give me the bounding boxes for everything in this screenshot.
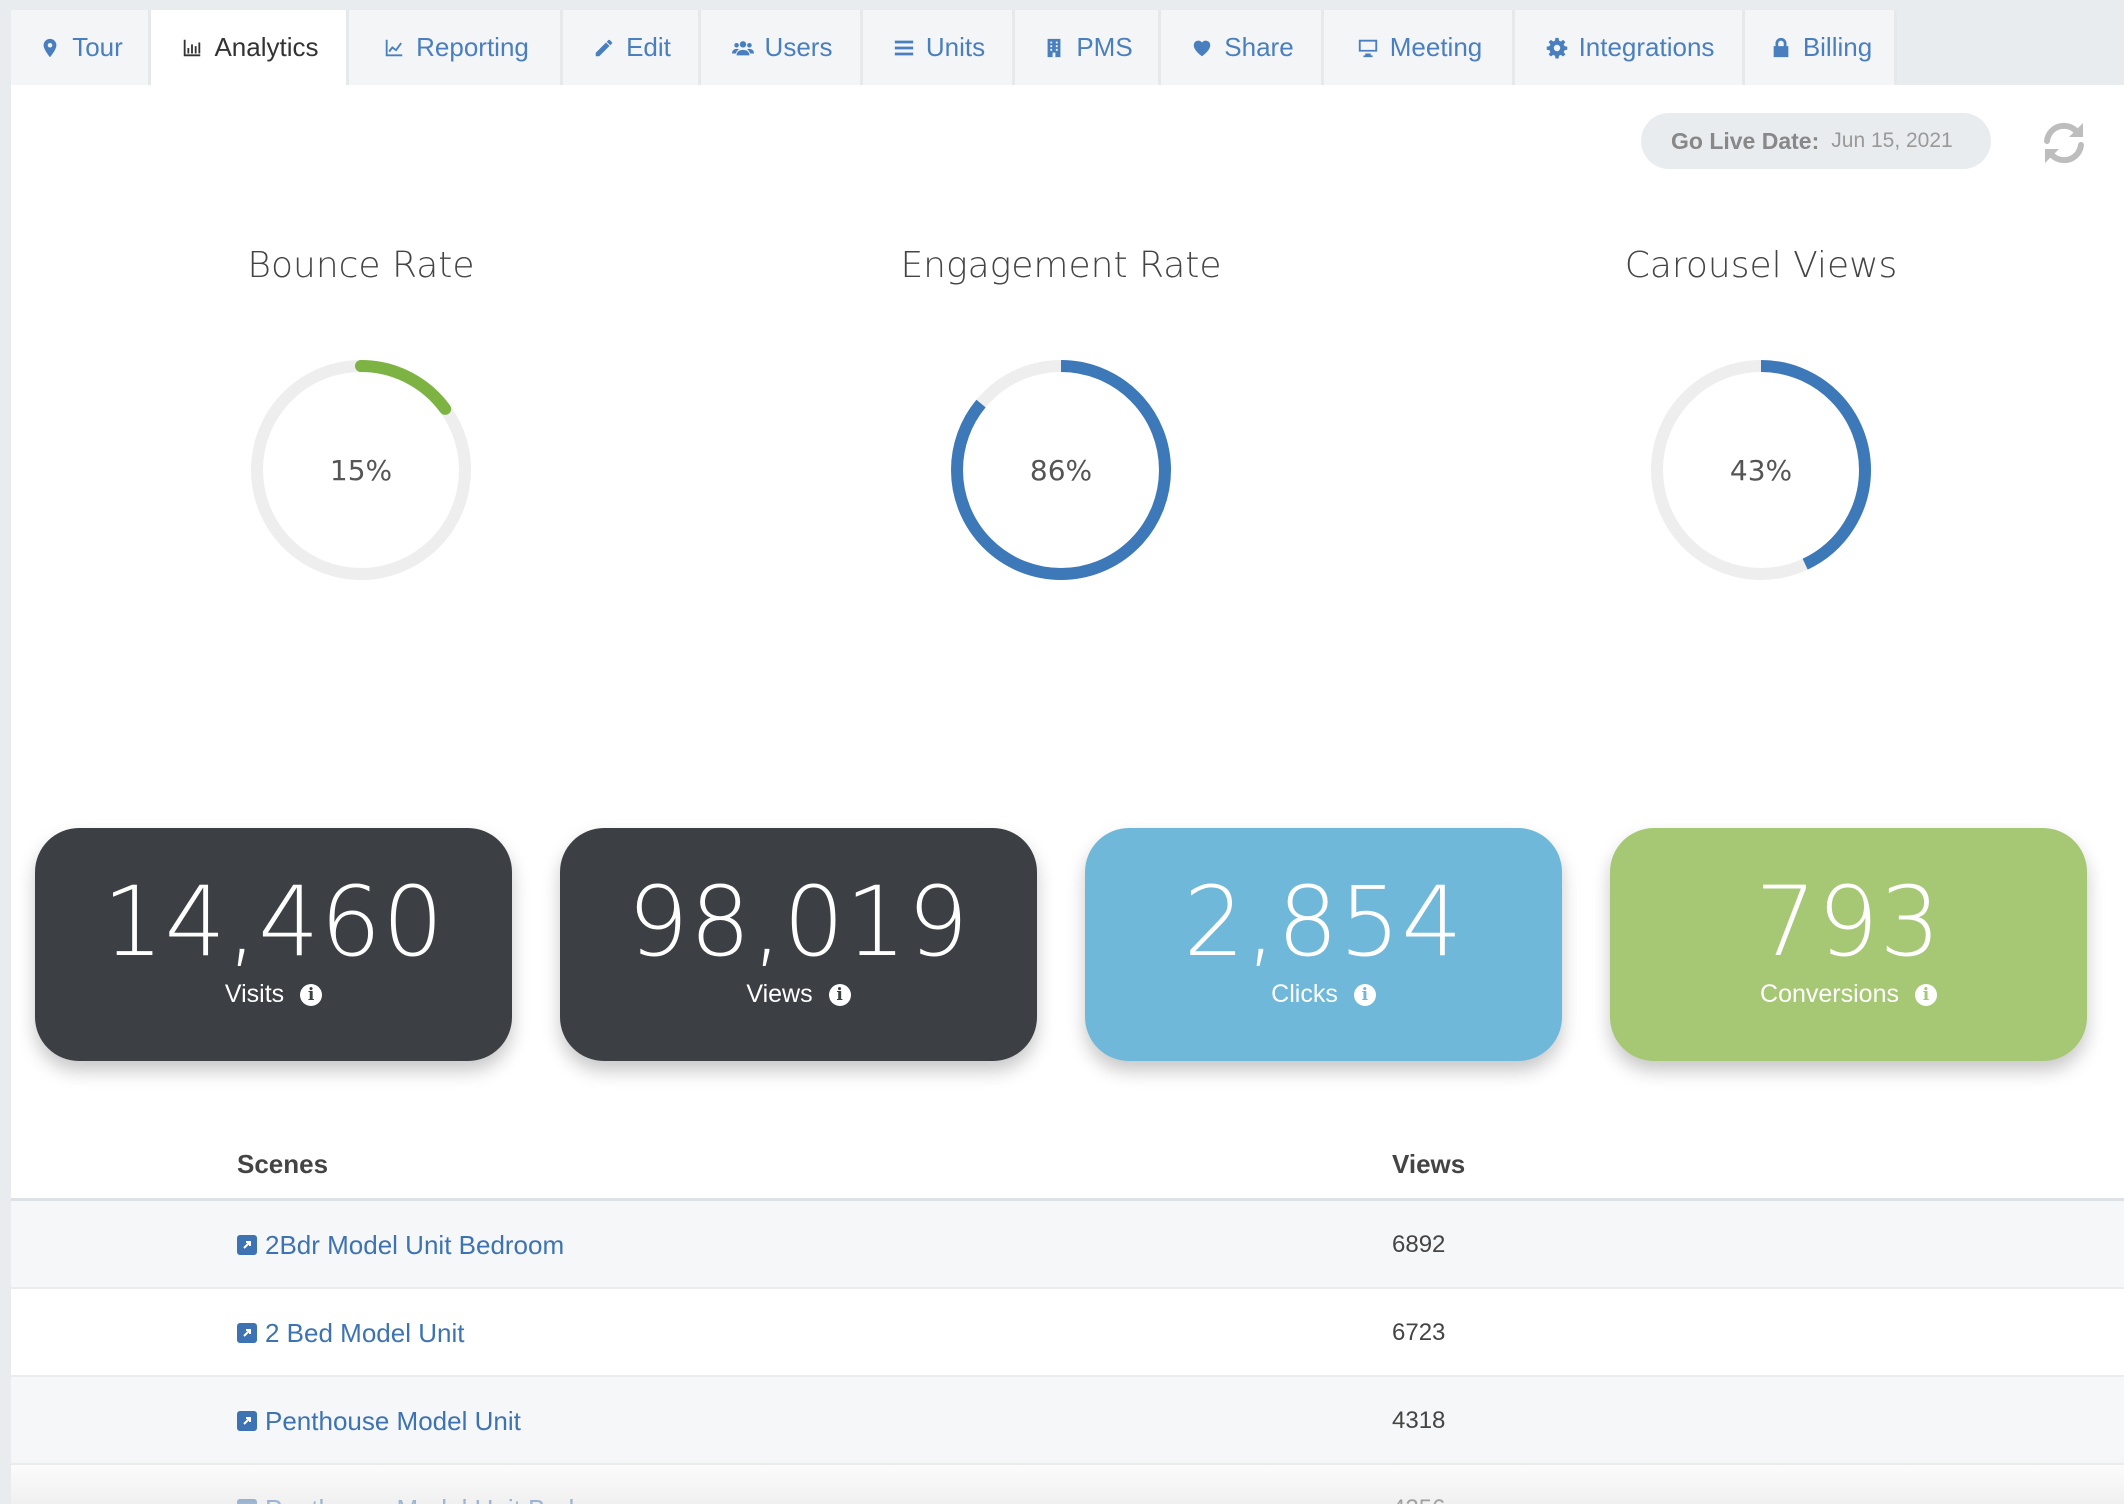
tab-label: Integrations — [1578, 32, 1715, 62]
gauge-percent: 86% — [1029, 453, 1093, 487]
scene-name: Penthouse Model Unit — [265, 1405, 521, 1436]
tab-meeting[interactable]: Meeting — [1324, 10, 1515, 85]
column-header-scenes: Scenes — [237, 1149, 329, 1179]
stat-label: Views — [746, 980, 813, 1008]
stat-label: Visits — [224, 980, 285, 1008]
scene-link[interactable]: 2 Bed Model Unit — [237, 1289, 464, 1377]
tab-analytics[interactable]: Analytics — [151, 10, 349, 85]
external-link-icon — [237, 1235, 257, 1255]
gauge-arc — [951, 360, 1171, 580]
tab-label: Analytics — [214, 32, 319, 62]
scene-name: Penthouse Model Unit Bedroom — [265, 1494, 634, 1504]
info-icon[interactable]: i — [828, 983, 851, 1006]
scene-link[interactable]: Penthouse Model Unit — [237, 1377, 521, 1465]
external-link-icon — [237, 1499, 257, 1504]
tab-label: Meeting — [1389, 32, 1483, 62]
external-link-icon — [237, 1411, 257, 1431]
scene-link[interactable]: Penthouse Model Unit Bedroom — [237, 1465, 634, 1504]
pencil-icon — [590, 34, 618, 62]
gauge-title: Bounce Rate — [247, 245, 475, 286]
gauge-arc — [1651, 360, 1871, 580]
tab-reporting[interactable]: Reporting — [349, 10, 563, 85]
lock-icon — [1767, 34, 1795, 62]
scene-link[interactable]: 2Bdr Model Unit Bedroom — [237, 1201, 564, 1289]
tab-share[interactable]: Share — [1161, 10, 1324, 85]
go-live-value: Jun 15, 2021 — [1831, 129, 1953, 152]
scene-views: 6892 — [1392, 1231, 1446, 1258]
stat-caption: Visits i — [35, 980, 512, 1009]
stat-caption: Views i — [560, 980, 1037, 1009]
gauge-ring — [951, 360, 1171, 580]
gear-icon — [1543, 34, 1571, 62]
gauge-percent: 15% — [329, 453, 393, 487]
tab-units[interactable]: Units — [863, 10, 1015, 85]
gauge-bounce-rate: Bounce Rate 15% — [11, 245, 711, 705]
bar-chart-icon — [178, 34, 206, 62]
monitor-icon — [1354, 34, 1382, 62]
scenes-table-header: Scenes Views — [11, 1109, 2124, 1201]
stat-caption: Conversions i — [1610, 980, 2087, 1009]
stat-label: Conversions — [1760, 980, 1899, 1008]
gauge-title: Engagement Rate — [900, 245, 1222, 286]
users-icon — [729, 34, 757, 62]
scene-views: 4256 — [1392, 1465, 1445, 1504]
table-row: 2Bdr Model Unit Bedroom 6892 — [11, 1201, 2124, 1289]
stat-value: 793 — [1755, 866, 1942, 978]
tab-billing[interactable]: Billing — [1745, 10, 1897, 85]
stat-label: Clicks — [1271, 980, 1338, 1008]
column-header-views: Views — [1392, 1149, 1466, 1179]
go-live-date: Go Live Date: Jun 15, 2021 — [1641, 113, 1991, 169]
tab-edit[interactable]: Edit — [563, 10, 701, 85]
stat-value: 14,460 — [102, 866, 445, 978]
stat-card-visits: 14,460 Visits i — [35, 828, 512, 1061]
info-icon[interactable]: i — [1914, 983, 1937, 1006]
tab-bar: Tour Analytics Reporting Edit Users Unit… — [11, 10, 1897, 85]
gauge-percent: 43% — [1729, 453, 1793, 487]
gauge-ring — [1651, 360, 1871, 580]
gauge-ring — [251, 360, 471, 580]
tab-integrations[interactable]: Integrations — [1515, 10, 1745, 85]
tab-label: PMS — [1076, 32, 1133, 62]
tab-tour[interactable]: Tour — [11, 10, 151, 85]
go-live-label: Go Live Date: — [1671, 127, 1820, 154]
table-row: Penthouse Model Unit Bedroom 4256 — [11, 1465, 2124, 1504]
info-icon[interactable]: i — [300, 983, 323, 1006]
scene-views: 6723 — [1392, 1319, 1446, 1346]
gauge-engagement-rate: Engagement Rate 86% — [711, 245, 1411, 705]
gauge-arc — [251, 360, 471, 580]
heart-icon — [1188, 34, 1216, 62]
stat-card-conversions: 793 Conversions i — [1610, 828, 2087, 1061]
stat-value: 2,854 — [1183, 866, 1464, 978]
building-icon — [1040, 34, 1068, 62]
stat-value: 98,019 — [627, 866, 970, 978]
refresh-icon[interactable] — [2039, 118, 2089, 168]
table-row: 2 Bed Model Unit 6723 — [11, 1289, 2124, 1377]
tab-label: Reporting — [416, 32, 529, 62]
info-icon[interactable]: i — [1353, 983, 1376, 1006]
scene-views: 4318 — [1392, 1407, 1446, 1434]
scene-name: 2 Bed Model Unit — [265, 1317, 465, 1348]
line-chart-icon — [380, 34, 408, 62]
tab-label: Units — [925, 32, 986, 62]
stat-caption: Clicks i — [1085, 980, 1562, 1009]
tab-label: Tour — [72, 32, 123, 62]
stat-card-clicks: 2,854 Clicks i — [1085, 828, 1562, 1061]
tab-pms[interactable]: PMS — [1015, 10, 1161, 85]
tab-label: Users — [764, 32, 833, 62]
scene-name: 2Bdr Model Unit Bedroom — [265, 1229, 565, 1260]
stat-card-views: 98,019 Views i — [560, 828, 1037, 1061]
gauge-carousel-views: Carousel Views 43% — [1411, 245, 2111, 705]
tab-label: Edit — [626, 32, 671, 62]
table-row: Penthouse Model Unit 4318 — [11, 1377, 2124, 1465]
tab-label: Billing — [1802, 32, 1873, 62]
external-link-icon — [237, 1323, 257, 1343]
tab-label: Share — [1224, 32, 1294, 62]
list-icon — [890, 34, 918, 62]
map-marker-icon — [36, 34, 64, 62]
tab-users[interactable]: Users — [701, 10, 863, 85]
analytics-panel: Go Live Date: Jun 15, 2021 Bounce Rate 1… — [11, 85, 2124, 1504]
gauge-title: Carousel Views — [1624, 245, 1898, 286]
